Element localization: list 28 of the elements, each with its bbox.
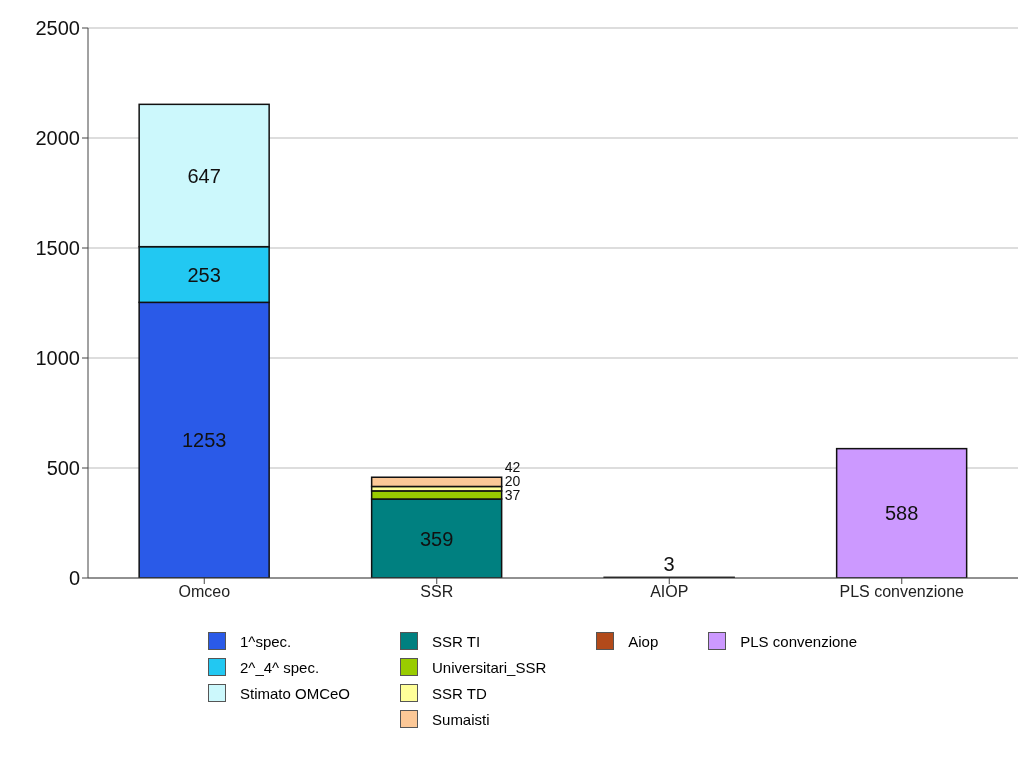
x-tick-label: SSR [420, 583, 454, 601]
data-label: 20 [504, 472, 521, 489]
data-label: 42 [504, 458, 521, 475]
y-tick-label: 0 [68, 567, 80, 590]
legend-label: Universitari_SSR [432, 658, 547, 676]
y-tick-label: 2500 [35, 17, 80, 40]
y-tick-label: 1500 [35, 237, 80, 260]
legend-label: Stimato OMCeO [240, 684, 351, 702]
x-tick-label: AIOP [650, 583, 689, 601]
legend-label: 1^spec. [240, 632, 292, 650]
x-tick-label: Omceo [178, 583, 231, 601]
data-label: 37 [504, 486, 521, 503]
y-tick-label: 1000 [35, 347, 80, 370]
data-label: 359 [419, 527, 454, 550]
data-label: 1253 [181, 429, 227, 452]
data-label: 3 [663, 553, 675, 576]
y-tick-label: 500 [46, 457, 80, 480]
data-label: 253 [187, 263, 221, 286]
legend-label: Aiop [628, 632, 659, 650]
data-label: 588 [884, 502, 919, 525]
legend-label: Sumaisti [432, 710, 490, 728]
legend-label: PLS convenzione [740, 632, 858, 650]
legend-label: SSR TD [432, 684, 487, 702]
data-label: 647 [187, 164, 221, 187]
legend-label: 2^_4^ spec. [240, 658, 320, 676]
legend-label: SSR TI [432, 632, 481, 650]
y-tick-label: 2000 [35, 127, 80, 150]
x-tick-label: PLS convenzione [839, 583, 965, 601]
